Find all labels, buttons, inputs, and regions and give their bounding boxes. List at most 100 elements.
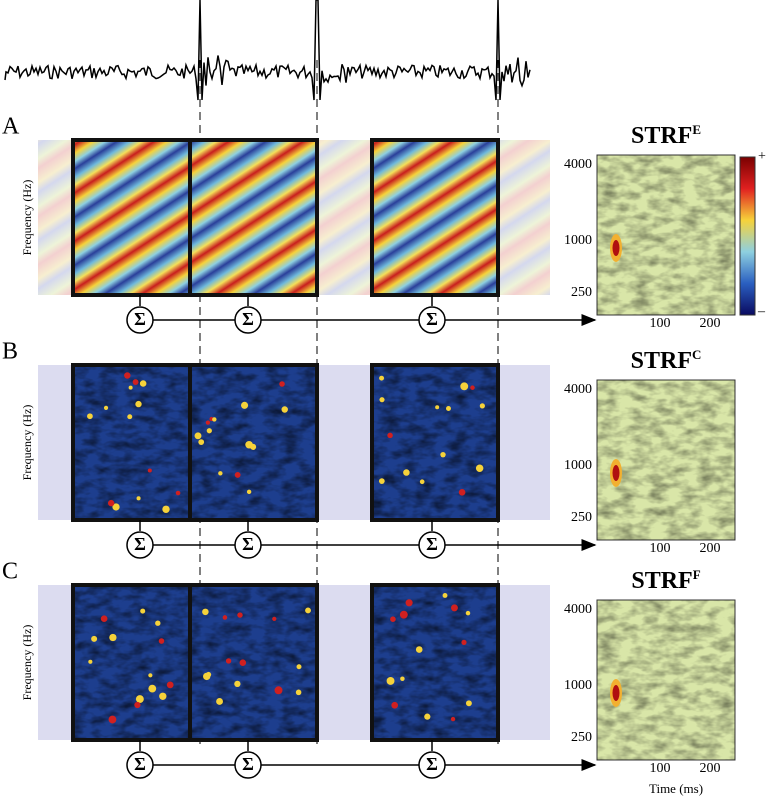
hotspot [461,639,467,645]
hotspot [390,616,396,622]
hotspot [139,380,147,387]
spike-trace [4,0,531,101]
x-tick-label: 200 [700,316,721,331]
hotspot [305,607,311,614]
hotspot [88,659,93,664]
hotspot [450,716,456,722]
y-tick-label: 250 [571,285,592,300]
panel-label: A [2,114,20,140]
hotspot [234,471,241,478]
y-tick-label: 250 [571,730,592,745]
sum-symbol: Σ [426,309,438,329]
hotspot [379,397,385,403]
sum-symbol: Σ [134,309,146,329]
hotspot [237,612,243,618]
sum-symbol: Σ [134,534,146,554]
hotspot [222,615,228,620]
hotspot [147,468,152,473]
y-tick-label: 4000 [564,382,592,397]
strf-superscript: F [693,567,701,582]
hotspot [272,616,277,622]
hotspot [446,406,451,411]
window-texture [73,585,190,740]
sum-symbol: Σ [242,534,254,554]
colorbar-min: – [757,304,766,319]
hotspot [216,698,223,705]
window-frame [188,363,319,522]
hotspot [460,382,469,391]
window-texture [372,585,498,740]
axis-label: Frequency (Hz) [20,180,34,256]
sum-node [126,751,154,779]
sum-node [418,306,446,334]
x-tick-label: 100 [650,541,671,556]
hotspot [405,599,413,607]
hotspot [379,375,385,381]
panel-label: B [2,339,18,365]
hotspot [450,604,458,612]
window-texture [73,365,190,520]
sum-node [234,751,262,779]
x-tick-label: 200 [700,541,721,556]
hotspot [419,479,425,485]
hotspot [415,646,423,653]
hotspot [378,478,385,484]
hotspot [158,638,165,644]
strf-texture [597,600,735,760]
hotspot [103,405,109,411]
hotspot [246,489,252,495]
window-texture [190,365,317,520]
strf-title-text: STRF [631,568,692,594]
hotspot [391,701,399,709]
axis-label: Frequency (Hz) [20,625,34,701]
hotspot [435,405,440,410]
strf-title: STRFC [631,347,702,374]
sum-symbol: Σ [134,754,146,774]
hotspot [159,692,167,700]
hotspot [403,469,410,476]
hotspot [134,701,141,709]
hotspot [140,608,146,614]
strf-title-text: STRF [631,348,692,374]
y-tick-label: 4000 [564,157,592,172]
panel-label: C [2,559,18,585]
hotspot [205,420,211,425]
hotspot [112,503,120,511]
hotspot [136,496,141,501]
y-tick-label: 1000 [564,678,592,693]
hotspot [100,615,108,623]
hotspot [386,677,395,685]
sum-node [234,306,262,334]
hotspot [87,413,93,420]
sum-symbol: Σ [242,754,254,774]
hotspot [479,403,485,409]
hotspot [202,608,209,616]
strf-peak-core [612,685,620,701]
y-tick-label: 1000 [564,458,592,473]
hotspot [295,689,302,696]
colorbar-max: + [758,149,766,164]
strf-title: STRFF [631,567,700,594]
window-frame [188,583,319,742]
hotspot [442,593,448,598]
hotspot [465,700,472,707]
hotspot [109,633,117,642]
window-fill [190,140,317,295]
y-tick-label: 250 [571,510,592,525]
hotspot [135,695,144,704]
window-fill [73,140,190,295]
hotspot [470,385,475,390]
strf-peak-core [612,240,620,256]
hotspot [400,676,405,681]
hotspot [108,715,117,724]
hotspot [225,658,232,664]
sum-node [418,531,446,559]
hotspot [148,684,157,693]
hotspot [132,379,139,386]
hotspot [281,406,288,413]
hotspot [175,490,181,496]
sum-node [418,751,446,779]
hotspot [296,664,302,670]
y-tick-label: 1000 [564,233,592,248]
strf-peak-core [612,465,620,481]
